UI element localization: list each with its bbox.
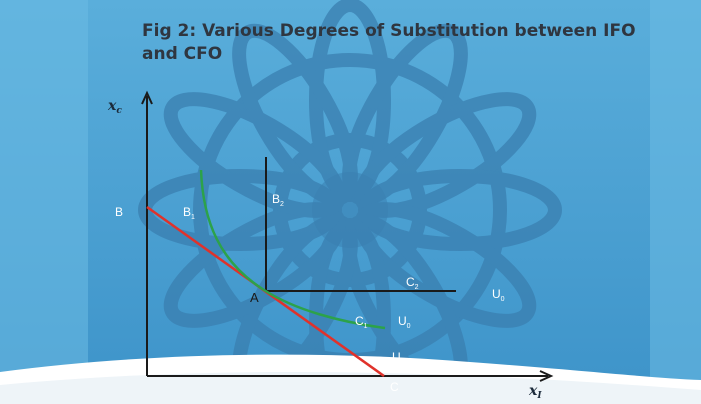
convex-curve [199,169,386,330]
y-axis-arrow [141,90,153,105]
label-b2: B2 [272,192,284,208]
ornament-inner [312,172,388,248]
label-a: A [250,290,259,305]
label-c2: C2 [406,275,419,291]
y-axis-label: xc [107,98,122,116]
x-axis-label: xI [528,383,542,401]
label-c: C [390,380,399,394]
label-c1: C1 [355,314,368,330]
x-axis-arrow [539,370,554,382]
figure-title: Fig 2: Various Degrees of Substitution b… [142,21,636,64]
label-u0-low: U0 [392,350,405,366]
label-b1: B1 [183,205,195,221]
right-band [650,0,701,404]
label-b: B [115,205,123,219]
left-band [0,0,88,404]
bottom-wave-shade [0,372,701,404]
label-u0-mid: U0 [398,314,411,330]
label-u0-right: U0 [492,287,505,303]
